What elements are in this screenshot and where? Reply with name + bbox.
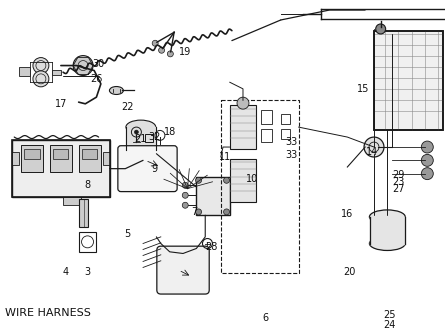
Bar: [25, 149, 40, 159]
Bar: [19, 67, 30, 75]
Circle shape: [73, 55, 93, 75]
Text: 32: 32: [148, 132, 161, 142]
Circle shape: [134, 130, 138, 134]
Circle shape: [364, 137, 384, 157]
Bar: [374, 31, 443, 130]
Text: 17: 17: [55, 99, 67, 109]
Circle shape: [421, 168, 433, 180]
Bar: [12, 140, 110, 197]
Circle shape: [182, 182, 188, 188]
Text: 5: 5: [124, 228, 131, 238]
Circle shape: [421, 154, 433, 166]
Bar: [374, 31, 443, 130]
Text: 7: 7: [191, 207, 197, 217]
Bar: [21, 145, 43, 172]
Circle shape: [196, 209, 202, 215]
Ellipse shape: [369, 236, 405, 250]
Text: 6: 6: [262, 313, 268, 323]
Text: 23: 23: [392, 177, 405, 187]
Text: 19: 19: [179, 47, 191, 57]
Text: 16: 16: [341, 208, 354, 218]
Bar: [54, 149, 68, 159]
Text: 10: 10: [246, 174, 258, 184]
Circle shape: [33, 71, 49, 87]
Text: 24: 24: [384, 320, 396, 330]
Bar: [145, 134, 153, 142]
Text: 9: 9: [151, 164, 157, 174]
Text: 20: 20: [343, 267, 356, 277]
Ellipse shape: [109, 87, 124, 95]
Bar: [78, 145, 101, 172]
Text: 27: 27: [392, 184, 405, 194]
Bar: [221, 101, 298, 274]
Text: 8: 8: [84, 180, 91, 190]
Bar: [52, 69, 61, 74]
Bar: [63, 197, 81, 205]
Bar: [78, 232, 96, 252]
Text: 3: 3: [84, 267, 91, 277]
Circle shape: [421, 141, 433, 153]
Bar: [196, 177, 230, 215]
Bar: [261, 129, 272, 142]
Circle shape: [196, 177, 202, 183]
Circle shape: [182, 202, 188, 208]
Bar: [50, 145, 72, 172]
Text: 14: 14: [366, 147, 378, 157]
Text: 25: 25: [383, 310, 396, 320]
Bar: [230, 159, 256, 202]
Bar: [230, 106, 256, 149]
Ellipse shape: [126, 143, 156, 157]
Circle shape: [376, 24, 386, 34]
Bar: [281, 114, 289, 124]
Text: 15: 15: [357, 84, 369, 94]
Bar: [103, 152, 110, 165]
Bar: [12, 152, 19, 165]
FancyBboxPatch shape: [157, 246, 209, 294]
Circle shape: [167, 51, 173, 57]
Text: 18: 18: [164, 127, 176, 137]
Text: 11: 11: [219, 152, 231, 162]
Bar: [82, 149, 97, 159]
FancyBboxPatch shape: [118, 146, 177, 192]
Bar: [78, 199, 88, 227]
Text: 22: 22: [121, 102, 134, 112]
Circle shape: [33, 57, 49, 73]
Ellipse shape: [126, 120, 156, 134]
Circle shape: [159, 47, 165, 53]
Circle shape: [223, 177, 230, 183]
Bar: [12, 140, 110, 197]
Text: 33: 33: [286, 150, 298, 160]
Text: WIRE HARNESS: WIRE HARNESS: [5, 308, 91, 318]
Text: 21: 21: [135, 134, 147, 144]
Circle shape: [223, 209, 230, 215]
Circle shape: [152, 40, 158, 46]
Text: 29: 29: [392, 170, 405, 180]
Text: 26: 26: [90, 74, 103, 84]
Text: 28: 28: [206, 242, 218, 252]
Circle shape: [182, 192, 188, 198]
Circle shape: [237, 97, 249, 109]
Bar: [281, 129, 289, 139]
Text: 4: 4: [62, 267, 68, 277]
Ellipse shape: [369, 210, 405, 224]
Text: 33: 33: [286, 137, 298, 147]
Text: 30: 30: [92, 59, 105, 69]
Bar: [261, 111, 272, 124]
